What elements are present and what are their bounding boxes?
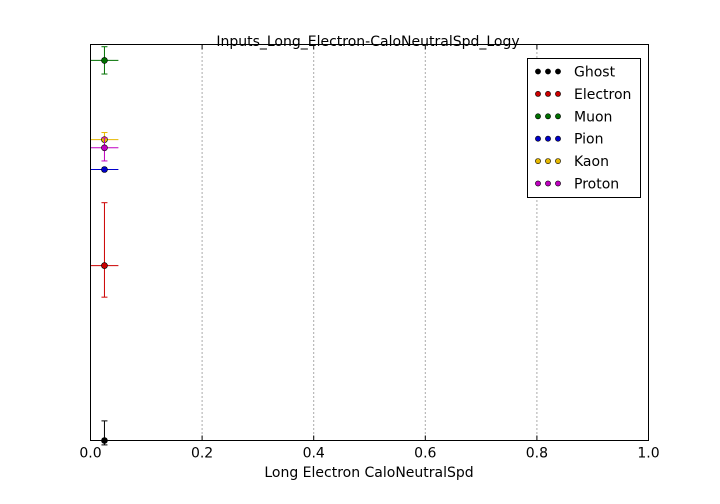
legend-marker [545,113,551,120]
legend-label: Kaon [574,154,609,170]
legend-label: Pion [574,132,603,148]
legend-marker [555,135,561,142]
series-electron [90,202,119,298]
series-ghost [90,420,119,446]
legend-marker [545,158,551,164]
legend-marker [545,68,551,75]
x-axis: 0.0 0.2 0.4 0.6 0.8 1.0 [79,44,660,462]
legend-marker [555,91,561,97]
data-point [101,144,108,152]
data-point [101,166,108,173]
legend-entry: Electron [535,87,631,103]
series-pion [90,166,119,173]
legend-marker [545,91,551,97]
x-tick-label: 0.8 [526,446,548,462]
legend-marker [535,135,541,142]
plot-frame [90,44,649,441]
legend-label: Ghost [574,65,616,81]
legend-marker [555,68,561,75]
x-tick-label: 1.0 [637,446,659,462]
legend-entry: Muon [535,109,612,125]
legend-marker [535,113,541,120]
series-proton [90,137,119,162]
legend-marker [535,180,541,187]
legend-box [527,58,641,198]
legend-entry: Proton [535,177,619,193]
chart-title: Inputs_Long_Electron-CaloNeutralSpd_Logy [216,34,519,50]
legend-marker [535,158,541,164]
legend-marker [555,158,561,164]
legend-marker [545,135,551,142]
x-tick-label: 0.4 [303,446,325,462]
legend-marker [535,68,541,75]
x-axis-label: Long Electron CaloNeutralSpd [264,465,473,481]
legend-label: Electron [574,87,631,103]
legend-entry: Kaon [535,154,609,170]
legend-marker [545,180,551,187]
legend-label: Muon [574,109,612,125]
series-muon [90,46,119,75]
data-points [90,46,119,446]
legend-marker [555,113,561,120]
legend-marker [555,180,561,187]
data-point [101,262,108,269]
x-tick-label: 0.2 [191,446,213,462]
legend-entry: Ghost [535,65,616,81]
legend: Ghost Electron Muon Pion Kaon Proton [527,58,641,198]
data-point [101,57,108,64]
legend-label: Proton [574,177,619,193]
x-tick-label: 0.6 [414,446,436,462]
x-tick-label: 0.0 [79,446,101,462]
grid [201,44,538,441]
legend-entry: Pion [535,132,603,148]
legend-marker [535,91,541,97]
